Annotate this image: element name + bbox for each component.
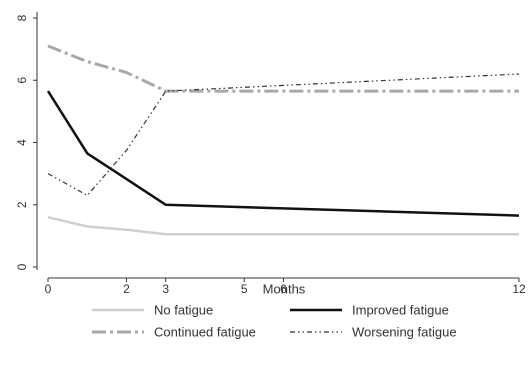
x-tick-label-0: 0: [45, 282, 52, 296]
y-tick-label-2: 4: [15, 139, 29, 146]
x-tick-label-3: 5: [241, 282, 248, 296]
series-lines: [46, 44, 520, 236]
y-ticks: 0 2 4 6 8: [15, 14, 37, 270]
legend: No fatigue Improved fatigue Continued fati…: [92, 303, 457, 340]
x-axis-title: Months: [263, 282, 306, 297]
series-line-continued-fatigue: [47, 44, 519, 93]
x-tick-label-1: 2: [123, 282, 130, 296]
series-line-improved-fatigue: [46, 90, 520, 217]
x-ticks: 0 2 3 5 6 12: [45, 278, 526, 296]
y-tick-label-0: 0: [15, 263, 29, 270]
x-tick-label-5: 12: [512, 282, 526, 296]
y-tick-label-3: 6: [15, 77, 29, 84]
y-tick-label-1: 2: [15, 201, 29, 208]
x-tick-label-2: 3: [162, 282, 169, 296]
axes: [36, 12, 519, 279]
legend-label-worsening-fatigue: Worsening fatigue: [352, 325, 457, 340]
y-tick-label-4: 8: [15, 14, 29, 21]
legend-label-improved-fatigue: Improved fatigue: [352, 303, 449, 318]
series-line-no-fatigue: [47, 215, 519, 236]
series-line-worsening-fatigue: [47, 73, 520, 196]
x-tick-label-4: 6: [280, 282, 287, 296]
legend-label-continued-fatigue: Continued fatigue: [154, 325, 256, 340]
legend-label-no-fatigue: No fatigue: [154, 303, 213, 318]
